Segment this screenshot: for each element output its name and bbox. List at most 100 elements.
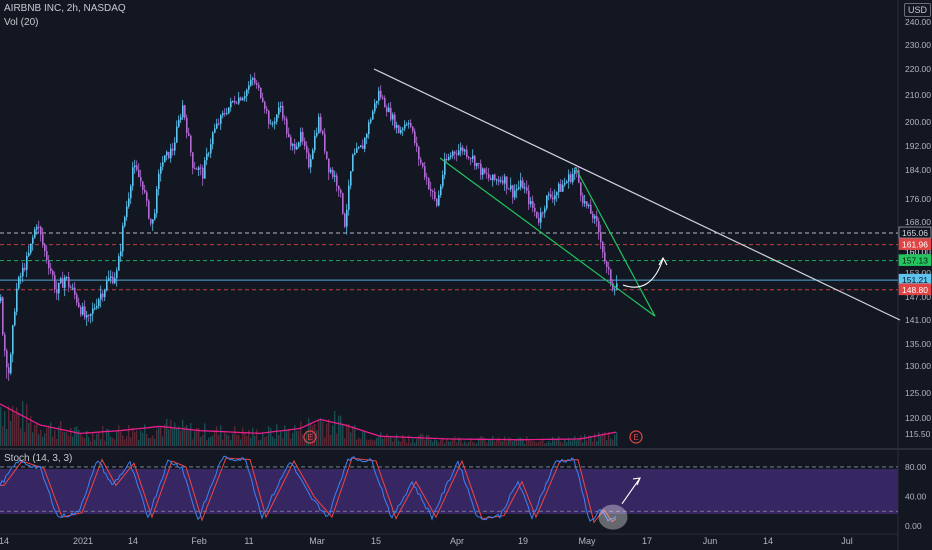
volume-bar [190,422,192,446]
candle-body [384,98,386,108]
candle-body [292,144,294,146]
price-tick-label: 120.00 [905,413,931,423]
candle-body [488,174,490,179]
volume-bar [274,438,276,446]
stoch-legend[interactable]: Stoch (14, 3, 3) [4,453,73,464]
candle-body [546,195,548,209]
volume-bar [138,439,140,446]
candle-body [586,201,588,206]
candle-body [32,237,34,244]
volume-bar [24,431,26,446]
volume-bar [576,440,578,446]
candle-body [34,229,36,238]
candle-body [528,190,530,205]
candle-body [270,123,272,125]
candle-body [296,146,298,150]
volume-bar [468,441,470,446]
volume-bar [454,436,456,446]
candle-body [160,166,162,174]
candle-body [516,188,518,191]
candle-body [588,204,590,206]
candle-body [434,191,436,199]
volume-legend[interactable]: Vol (20) [4,17,39,28]
price-tick-label: 210.00 [905,90,931,100]
candle-body [312,150,314,160]
volume-bar [538,441,540,446]
volume-bar [336,433,338,446]
candle-body [252,78,254,80]
candle-body [142,181,144,190]
volume-bar [508,437,510,446]
volume-bar [84,438,86,446]
candle-body [118,256,120,271]
candle-body [202,167,204,179]
volume-bar [356,439,358,446]
candle-body [148,200,150,219]
candle-body [450,155,452,157]
volume-bar [488,439,490,446]
volume-bar [296,430,298,446]
volume-bar [196,428,198,446]
volume-bar [390,437,392,446]
candle-body [76,294,78,303]
candle-body [458,150,460,155]
candle-body [288,133,290,138]
candle-body [352,154,354,172]
volume-bar [228,435,230,446]
volume-bar [34,424,36,446]
earnings-marker [303,430,317,444]
candle-body [360,145,362,148]
volume-bar [156,429,158,446]
candle-body [502,180,504,184]
volume-bar [552,436,554,446]
candle-body [120,251,122,257]
candle-body [146,192,148,201]
volume-bar [80,433,82,446]
volume-bar [46,428,48,446]
price-tick-label: 147.00 [905,292,931,302]
candle-body [582,195,584,204]
volume-bar [338,415,340,446]
stoch-d-line [0,457,617,524]
candle-body [298,142,300,147]
candle-body [244,96,246,99]
projection-arrow [622,258,664,288]
candle-body [184,105,186,118]
symbol-title[interactable]: AIRBNB INC, 2h, NASDAQ [4,3,126,14]
volume-bar [306,430,308,446]
candle-body [240,97,242,101]
candle-body [0,297,2,301]
candle-body [220,115,222,124]
currency-badge[interactable]: USD [904,3,932,17]
stoch-k-line [0,455,617,522]
candle-body [332,169,334,177]
volume-bar [476,443,478,446]
candle-body [606,261,608,268]
stoch-oversold-highlight [598,504,628,530]
candle-body [486,173,488,175]
candle-body [190,135,192,153]
volume-bar [2,426,4,446]
volume-bar [160,426,162,446]
volume-bar [440,440,442,446]
price-tick-label: 130.00 [905,361,931,371]
earnings-marker-label: E [633,433,638,442]
candle-body [514,190,516,198]
volume-bar [186,425,188,446]
candle-body [124,216,126,226]
volume-bar [108,429,110,446]
volume-bar [496,438,498,446]
volume-bar [134,432,136,446]
price-level-tag-label: 151.21 [902,275,928,285]
volume-bar [434,438,436,446]
candle-body [404,124,406,129]
volume-bar [590,435,592,446]
volume-bar [72,436,74,446]
volume-bar [562,443,564,446]
volume-bar [82,436,84,446]
volume-bar [416,438,418,446]
candle-body [368,122,370,135]
volume-bar [140,430,142,446]
candle-body [10,354,12,374]
